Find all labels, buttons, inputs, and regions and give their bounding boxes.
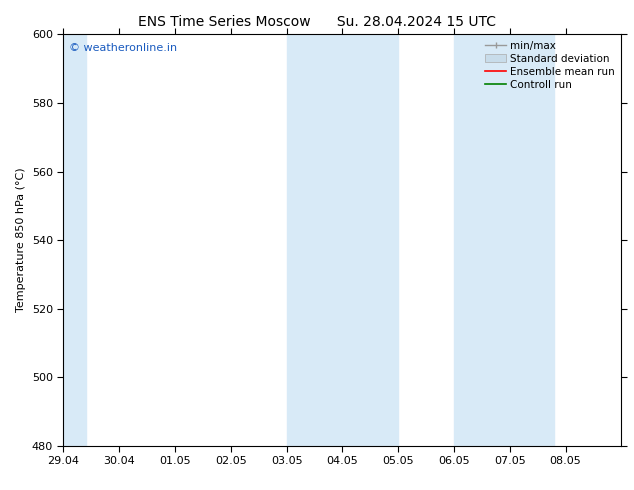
- Legend: min/max, Standard deviation, Ensemble mean run, Controll run: min/max, Standard deviation, Ensemble me…: [481, 36, 619, 94]
- Bar: [287, 34, 398, 446]
- Bar: [454, 34, 554, 446]
- Text: © weatheronline.in: © weatheronline.in: [69, 43, 177, 52]
- Bar: [63, 34, 86, 446]
- Y-axis label: Temperature 850 hPa (°C): Temperature 850 hPa (°C): [16, 168, 26, 313]
- Text: ENS Time Series Moscow      Su. 28.04.2024 15 UTC: ENS Time Series Moscow Su. 28.04.2024 15…: [138, 15, 496, 29]
